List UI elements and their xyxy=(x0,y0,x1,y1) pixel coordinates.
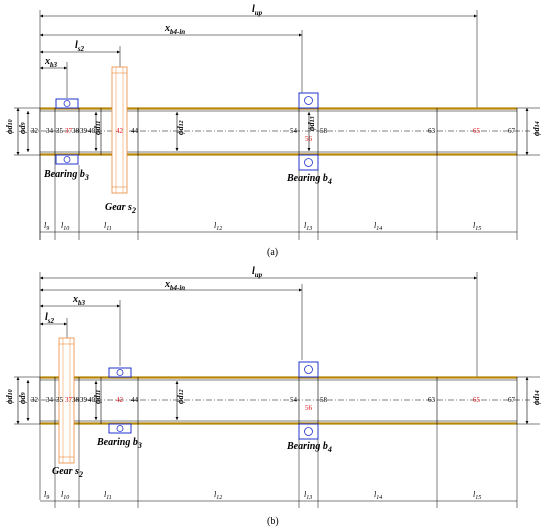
node-40-a: 40 xyxy=(88,127,96,135)
dim-l15-a: l15 xyxy=(473,221,481,232)
figure-a: lup xb4-in ls2 xb3 ϕd10 ϕd9 xyxy=(5,4,541,258)
dim-l13-b: l13 xyxy=(304,490,312,501)
node-34-a: 34 xyxy=(46,127,54,135)
dim-l15-b: l15 xyxy=(473,490,481,501)
node-35-a: 35 xyxy=(56,127,64,135)
label-d14-b: ϕd14 xyxy=(532,390,541,405)
label-d14-a: ϕd14 xyxy=(532,121,541,136)
node-65-a: 65 xyxy=(473,127,481,135)
node-44-b: 44 xyxy=(131,396,139,404)
label-bearing-b3-a: Bearing b3 xyxy=(43,169,89,182)
label-l-up-a: lup xyxy=(252,4,263,17)
node-42-b: 42 xyxy=(116,396,124,404)
dim-l12-a: l12 xyxy=(214,221,222,232)
node-67-b: 67 xyxy=(508,396,516,404)
node-67-a: 67 xyxy=(508,127,516,135)
node-38-a: 38 xyxy=(72,127,80,135)
label-d11-b: ϕd11 xyxy=(93,390,102,404)
node-37-a: 37 xyxy=(65,127,73,135)
bearing-b3-a xyxy=(55,98,79,165)
label-d12-b: ϕd12 xyxy=(176,389,185,404)
node-32-a: 32 xyxy=(31,127,39,135)
label-x-b3-b: xb3 xyxy=(72,294,86,307)
dim-l10-a: l10 xyxy=(61,221,69,232)
label-d13-a: ϕd13 xyxy=(307,116,316,131)
node-54-a: 54 xyxy=(290,127,298,135)
dim-l9-a: l9 xyxy=(44,221,49,232)
bearing-b3-b xyxy=(108,367,132,434)
dim-l13-a: l13 xyxy=(304,221,312,232)
label-x-b4-in-b: xb4-in xyxy=(164,279,185,292)
label-l-s2-a: ls2 xyxy=(75,40,85,53)
figure-b: lup xb4-in xb3 ls2 ϕd10 ϕd9 xyxy=(5,266,541,527)
label-d11-a: ϕd11 xyxy=(93,121,102,135)
node-40-b: 40 xyxy=(88,396,96,404)
label-l-s2-b: ls2 xyxy=(45,312,55,325)
label-bearing-b4-a: Bearing b4 xyxy=(286,173,332,186)
caption-b: (b) xyxy=(267,516,279,527)
label-x-b4-in-a: xb4-in xyxy=(164,23,185,36)
caption-a: (a) xyxy=(267,247,278,258)
dim-l10-b: l10 xyxy=(61,490,69,501)
dim-l9-b: l9 xyxy=(44,490,49,501)
bearing-b4-a xyxy=(298,92,319,171)
label-d12-a: ϕd12 xyxy=(176,120,185,135)
node-38-b: 38 xyxy=(72,396,80,404)
node-54-b: 54 xyxy=(290,396,298,404)
node-34-b: 34 xyxy=(46,396,54,404)
label-d10-a: ϕd10 xyxy=(5,119,14,134)
node-44-a: 44 xyxy=(131,127,139,135)
node-58-a: 58 xyxy=(320,127,328,135)
bearing-b4-b xyxy=(298,361,319,440)
node-58-b: 58 xyxy=(320,396,328,404)
label-x-b3-a: xb3 xyxy=(44,56,58,69)
node-42-a: 42 xyxy=(116,127,124,135)
label-l-up-b: lup xyxy=(252,266,263,279)
node-39-a: 39 xyxy=(80,127,88,135)
dim-l14-b: l14 xyxy=(374,490,382,501)
dim-l12-b: l12 xyxy=(214,490,222,501)
node-39-b: 39 xyxy=(80,396,88,404)
label-gear-s2-b: Gear s2 xyxy=(52,466,83,479)
label-d10-b: ϕd10 xyxy=(5,389,14,404)
node-35-b: 35 xyxy=(56,396,64,404)
node-56-b: 56 xyxy=(305,404,313,412)
dim-l11-b: l11 xyxy=(104,490,112,501)
node-63-b: 63 xyxy=(428,396,436,404)
node-32-b: 32 xyxy=(31,396,39,404)
label-d9-b: ϕd9 xyxy=(18,392,27,404)
node-63-a: 63 xyxy=(428,127,436,135)
dim-l14-a: l14 xyxy=(374,221,382,232)
label-bearing-b3-b: Bearing b3 xyxy=(96,437,142,450)
label-bearing-b4-b: Bearing b4 xyxy=(286,441,332,454)
label-gear-s2-a: Gear s2 xyxy=(105,202,136,215)
label-d9-a: ϕd9 xyxy=(18,122,27,134)
dim-l11-a: l11 xyxy=(104,221,112,232)
node-37-b: 37 xyxy=(65,396,73,404)
node-65-b: 65 xyxy=(473,396,481,404)
